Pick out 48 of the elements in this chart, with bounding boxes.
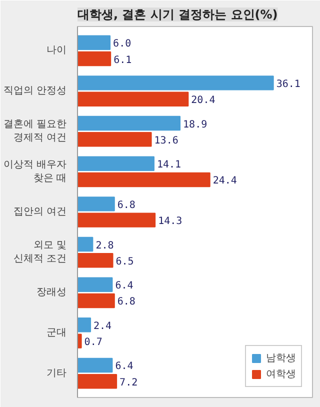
bar: [78, 293, 115, 308]
legend-label: 여학생: [266, 368, 296, 381]
y-tick-label: 외모 및 신체적 조건: [13, 240, 67, 264]
data-label: 14.3: [158, 216, 182, 228]
bar: [78, 196, 115, 212]
bar: [78, 212, 156, 228]
y-tick-label: 결혼에 필요한 경제적 여건: [3, 119, 67, 144]
bar: [78, 132, 152, 147]
chart-title: 대학생, 결혼 시기 결정하는 요인(%): [78, 8, 278, 22]
data-label: 18.9: [183, 119, 208, 130]
data-label: 6.0: [113, 38, 132, 50]
y-tick-label: 장래성: [36, 287, 66, 298]
y-tick-label: 직업의 안정성: [3, 86, 67, 97]
bar: [78, 374, 118, 389]
bar: [78, 236, 94, 252]
bar: [78, 92, 189, 106]
data-label: 6.8: [117, 200, 136, 211]
bar: [78, 35, 111, 50]
data-label: 13.6: [154, 135, 178, 146]
y-tick-label: 나이: [46, 45, 66, 56]
bar: [78, 318, 92, 332]
y-tick-label: 기타: [46, 368, 66, 379]
data-label: 20.4: [191, 95, 216, 106]
data-label: 6.4: [115, 361, 134, 372]
data-label: 36.1: [276, 78, 300, 90]
bar: [78, 51, 112, 66]
data-label: 6.8: [117, 296, 136, 308]
legend-label: 남학생: [266, 352, 296, 365]
bar: [78, 172, 210, 188]
y-tick-label: 이상적 배우자 찾은 때: [3, 160, 67, 184]
bar: [78, 76, 274, 90]
y-tick-label: 군대: [46, 327, 66, 338]
data-label: 7.2: [120, 377, 138, 388]
data-label: 0.7: [84, 337, 102, 348]
bar: [78, 334, 82, 348]
y-tick-label: 집안의 여건: [13, 206, 67, 218]
data-label: 24.4: [212, 176, 237, 187]
data-label: 2.8: [96, 240, 114, 252]
bar: [78, 358, 113, 373]
data-label: 6.4: [115, 280, 134, 292]
bar: [78, 116, 181, 131]
bar: [78, 253, 114, 268]
data-label: 6.1: [114, 54, 132, 66]
data-label: 14.1: [156, 160, 182, 171]
data-label: 6.5: [116, 256, 134, 268]
bar: [78, 277, 113, 292]
bar: [78, 156, 154, 171]
data-label: 2.4: [94, 320, 112, 332]
